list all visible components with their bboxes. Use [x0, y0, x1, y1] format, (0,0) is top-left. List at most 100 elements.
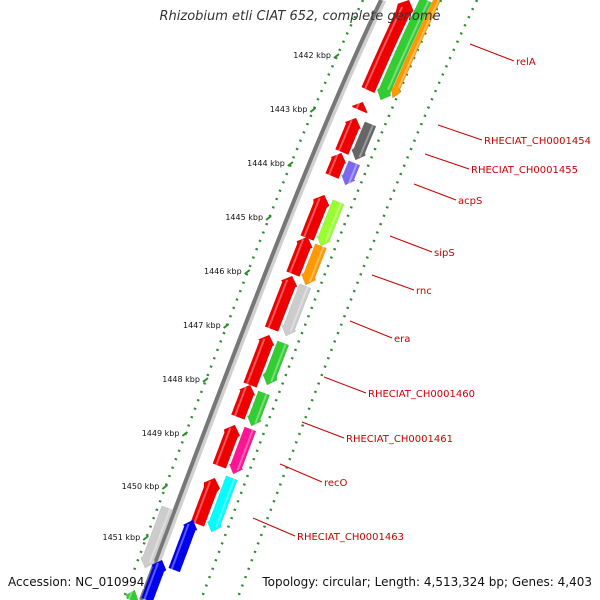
gene-arrow-highlight	[143, 562, 159, 600]
gene-label-leader	[469, 43, 515, 62]
gene-label: RHECIAT_CH0001454	[484, 136, 591, 147]
gene-label-leader	[389, 235, 433, 253]
gene-arrow	[262, 340, 290, 386]
gene-arrow	[376, 0, 432, 101]
gene-arrow	[301, 243, 327, 286]
kbp-tick-label: 1447 kbp	[183, 321, 221, 330]
forward-cds-arrow-highlight	[233, 386, 247, 417]
forward-cds-arrow	[212, 424, 241, 469]
gene-arrow	[246, 390, 270, 427]
forward-cds-arrow-highlight	[267, 279, 289, 329]
forward-cds-track	[190, 0, 414, 527]
gene-label-leader	[279, 463, 323, 483]
gene-label-leader	[437, 124, 483, 141]
forward-cds-arrow	[243, 334, 275, 388]
kbp-tick-label: 1444 kbp	[247, 159, 285, 168]
gene-label-leader	[301, 421, 345, 439]
dots-far-track	[235, 0, 479, 600]
genome-summary: Topology: circular; Length: 4,513,324 bp…	[262, 575, 592, 589]
gene-arrow	[391, 0, 441, 99]
forward-cds-arrow	[190, 477, 221, 527]
gene-label: RHECIAT_CH0001455	[471, 165, 578, 176]
gene-arrow-highlight	[387, 0, 430, 91]
kbp-tick-label: 1449 kbp	[142, 429, 180, 438]
forward-cds-arrow-highlight	[246, 338, 266, 385]
kbp-tick-mark	[161, 484, 169, 490]
gene-label: rnc	[416, 286, 432, 297]
gene-arrow	[316, 199, 345, 247]
forward-cds-arrow-highlight	[337, 119, 353, 152]
accession-label: Accession: NC_010994	[8, 575, 145, 589]
kbp-tick-label: 1446 kbp	[204, 267, 242, 276]
kbp-tick-mark	[265, 215, 272, 221]
gene-arrow-highlight	[236, 429, 254, 471]
gene-arrow	[140, 505, 174, 569]
forward-cds-arrow-highlight	[193, 481, 212, 524]
kbp-tick-mark	[333, 53, 340, 59]
gene-label: sipS	[434, 248, 455, 259]
gene-arrow-highlight	[358, 124, 374, 158]
gene-arrow-highlight	[397, 0, 440, 89]
gene-arrow-highlight	[215, 478, 236, 528]
gene-label: recO	[324, 478, 348, 489]
gene-track	[125, 0, 441, 600]
gene-arrow	[228, 426, 257, 475]
kbp-tick-mark	[181, 431, 189, 437]
gene-arrow-highlight	[148, 508, 171, 564]
gene-label-leader	[349, 320, 393, 339]
forward-cds-arrow	[335, 117, 362, 156]
gene-label: RHECIAT_CH0001463	[297, 532, 404, 543]
gene-label-leader	[323, 376, 367, 394]
kbp-tick-label: 1451 kbp	[103, 533, 141, 542]
gene-labels: relA RHECIAT_CH0001454 RHECIAT_CH0001455ac…	[252, 43, 591, 543]
forward-cds-arrow	[361, 0, 414, 94]
kbp-tick-mark	[223, 323, 230, 329]
forward-cds-arrow-highlight	[328, 153, 339, 176]
gene-arrow-highlight	[347, 163, 358, 185]
forward-cds-arrow-highlight	[289, 239, 305, 274]
gene-arrow	[281, 283, 312, 337]
gene-label: RHECIAT_CH0001461	[346, 434, 453, 445]
kbp-tick-label: 1442 kbp	[293, 51, 331, 60]
map-title: Rhizobium etli CIAT 652, complete genome	[159, 9, 441, 24]
forward-cds-arrow	[325, 152, 347, 180]
gene-label-leader	[413, 183, 457, 201]
forward-cds-arrow	[351, 101, 368, 113]
forward-cds-arrow-highlight	[215, 427, 232, 466]
forward-cds-arrow-highlight	[303, 197, 321, 238]
gene-label-leader	[252, 517, 296, 537]
gene-arrow-highlight	[270, 343, 287, 382]
gene-arrow-highlight	[308, 246, 325, 283]
genome-backbone	[139, 0, 383, 600]
gene-label: relA	[516, 57, 536, 68]
kbp-tick-mark	[244, 269, 251, 275]
forward-cds-arrow	[264, 275, 298, 332]
genome-backbone-shadow	[139, 0, 387, 600]
gene-arrow-highlight	[170, 523, 190, 570]
gene-arrow-highlight	[127, 589, 134, 600]
gene-label: RHECIAT_CH0001460	[368, 389, 475, 400]
gene-arrow	[351, 121, 377, 161]
kbp-tick-mark	[142, 535, 149, 541]
kbp-tick-label: 1448 kbp	[162, 375, 200, 384]
gene-arrow	[206, 475, 238, 533]
forward-cds-arrow	[286, 236, 313, 277]
kbp-tick-mark	[287, 161, 294, 167]
forward-cds-arrow-highlight	[355, 101, 361, 110]
gene-arrow	[168, 519, 198, 573]
dots-inner-track	[121, 0, 365, 600]
gene-label-leader	[424, 153, 470, 170]
kbp-tick-label: 1450 kbp	[122, 482, 160, 491]
gene-label-leader	[371, 274, 415, 291]
forward-cds-arrow	[230, 384, 256, 420]
gene-arrow-highlight	[324, 202, 342, 243]
forward-cds-arrow-highlight	[364, 6, 404, 90]
gene-arrow	[125, 589, 139, 600]
kbp-tick-label: 1443 kbp	[270, 105, 308, 114]
kbp-tick-mark	[202, 377, 209, 383]
kbp-tick-mark	[309, 107, 317, 113]
kbp-ticks: 1442 kbp 1443 kbp 1444 kbp 1445 kbp 1446 kbp…	[103, 51, 340, 542]
gene-label: era	[394, 334, 410, 345]
